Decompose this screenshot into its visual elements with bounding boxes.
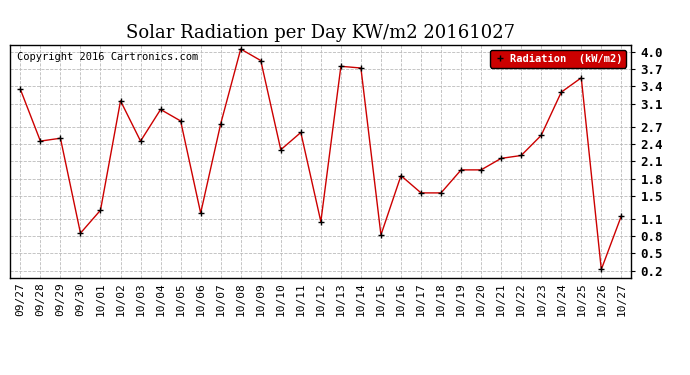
Legend: Radiation  (kW/m2): Radiation (kW/m2) (490, 50, 626, 68)
Title: Solar Radiation per Day KW/m2 20161027: Solar Radiation per Day KW/m2 20161027 (126, 24, 515, 42)
Text: Copyright 2016 Cartronics.com: Copyright 2016 Cartronics.com (17, 52, 198, 62)
